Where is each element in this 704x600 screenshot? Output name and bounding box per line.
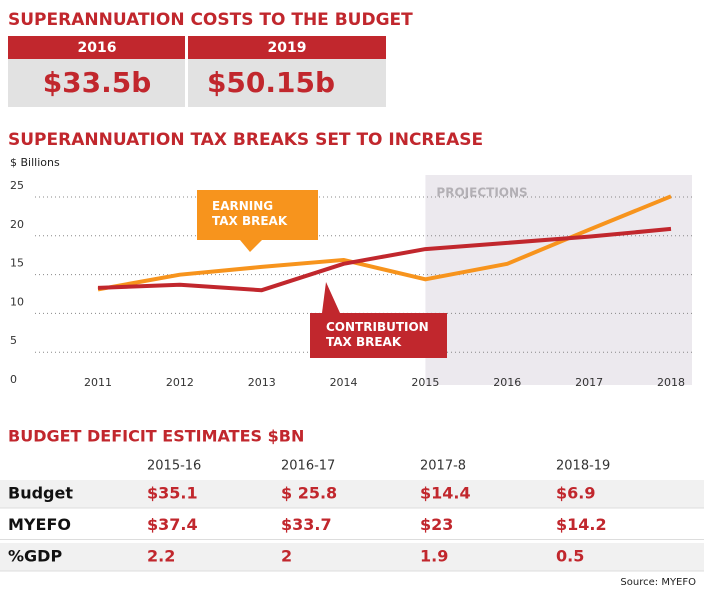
column-header: 2016-17	[281, 459, 335, 474]
column-header: 2015-16	[147, 459, 201, 474]
legend-box	[310, 313, 447, 358]
legend-pointer	[240, 240, 262, 252]
column-label: 2019	[268, 40, 307, 56]
row-band	[0, 511, 704, 540]
series-line	[97, 226, 672, 293]
row-label: MYEFO	[8, 515, 71, 534]
x-tick-label: 2018	[657, 376, 685, 389]
x-tick-label: 2016	[493, 376, 521, 389]
x-tick-label: 2014	[330, 376, 358, 389]
x-tick-label: 2011	[84, 376, 112, 389]
cell-value: $ 25.8	[281, 484, 337, 503]
legend-box	[197, 190, 318, 240]
table-title: BUDGET DEFICIT ESTIMATES $BN	[8, 427, 304, 446]
x-tick-label: 2013	[248, 376, 276, 389]
value-box	[8, 59, 185, 107]
column-label: 2016	[78, 40, 117, 56]
cell-value: $6.9	[556, 484, 595, 503]
header-title: SUPERANNUATION COSTS TO THE BUDGET	[8, 10, 413, 30]
x-tick-label: 2015	[411, 376, 439, 389]
legend-pointer	[322, 282, 340, 313]
cell-value: $33.7	[281, 515, 332, 534]
cell-value: $35.1	[147, 484, 198, 503]
cell-value: $37.4	[147, 515, 198, 534]
cell-value: 1.9	[420, 547, 448, 566]
cost-value: $50.15b	[207, 66, 335, 99]
projection-label: PROJECTIONS	[436, 186, 527, 200]
legend-label: EARNING TAX BREAK	[212, 199, 288, 228]
projection-shade	[425, 175, 692, 385]
series-line	[97, 194, 672, 292]
row-label: %GDP	[8, 547, 62, 566]
y-tick-label: 0	[10, 373, 17, 386]
row-label: Budget	[8, 484, 73, 503]
y-tick-label: 20	[10, 218, 24, 231]
row-band	[0, 543, 704, 571]
chart-title: SUPERANNUATION TAX BREAKS SET TO INCREAS…	[8, 130, 483, 150]
y-tick-label: 5	[10, 334, 17, 347]
cell-value: $14.2	[556, 515, 607, 534]
x-tick-label: 2017	[575, 376, 603, 389]
value-box	[188, 59, 386, 107]
cell-value: 0.5	[556, 547, 584, 566]
column-header: 2018-19	[556, 459, 610, 474]
column-header: 2017-8	[420, 459, 466, 474]
cell-value: 2.2	[147, 547, 175, 566]
cell-value: $23	[420, 515, 453, 534]
y-tick-label: 25	[10, 179, 24, 192]
y-tick-label: 15	[10, 257, 24, 270]
header-band	[8, 36, 185, 59]
row-band	[0, 480, 704, 508]
x-tick-label: 2012	[166, 376, 194, 389]
legend-label: CONTRIBUTION TAX BREAK	[326, 320, 429, 349]
cell-value: 2	[281, 547, 292, 566]
cost-value: $33.5b	[43, 66, 152, 99]
y-tick-label: 10	[10, 295, 24, 308]
source: Source: MYEFO	[620, 577, 696, 588]
y-axis-label: $ Billions	[10, 156, 60, 169]
cell-value: $14.4	[420, 484, 471, 503]
header-band	[188, 36, 386, 59]
